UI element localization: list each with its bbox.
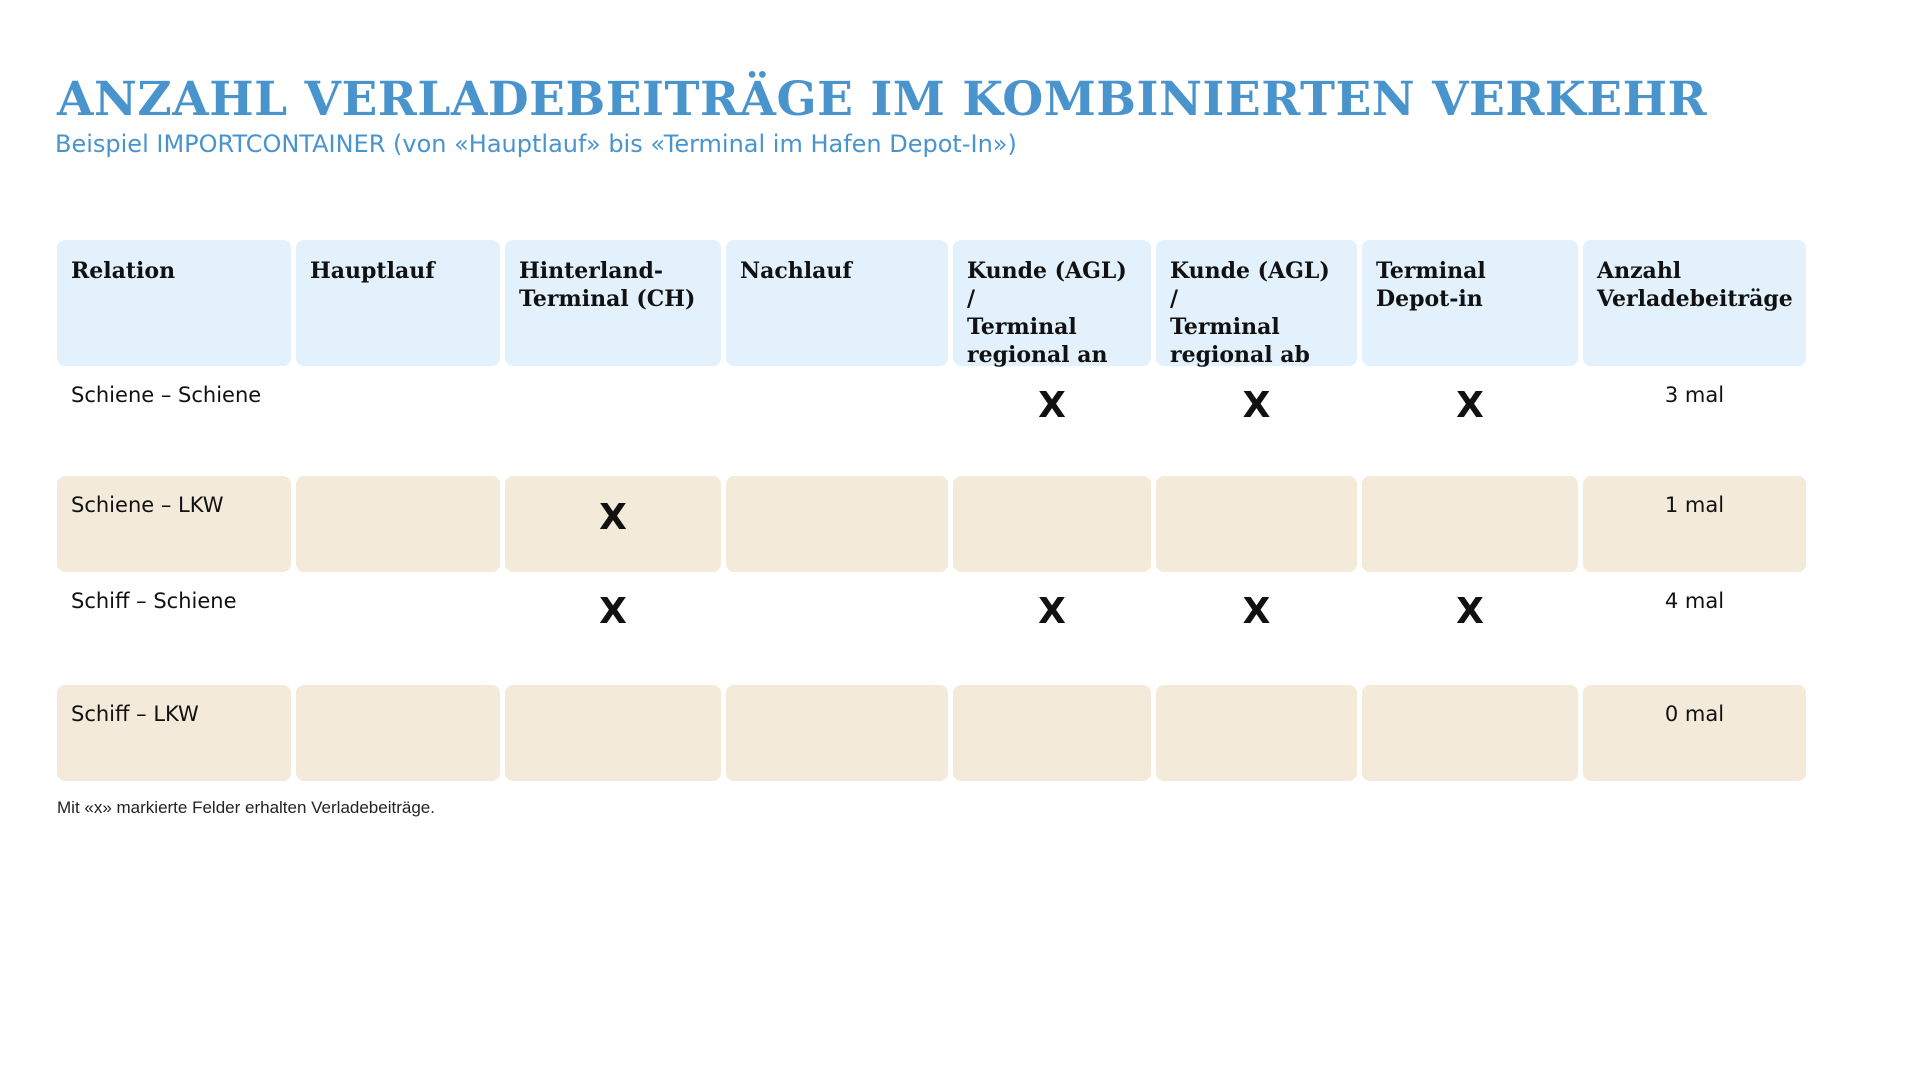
mark-cell xyxy=(726,476,948,572)
mark-cell xyxy=(296,476,500,572)
mark-cell: X xyxy=(599,591,627,632)
mark-cell: X xyxy=(1456,385,1484,426)
mark-cell xyxy=(726,685,948,781)
page-title: ANZAHL VERLADEBEITRÄGE IM KOMBINIERTEN V… xyxy=(57,72,1708,127)
column-header-nachlauf: Nachlauf xyxy=(726,240,948,366)
mark-cell: X xyxy=(505,476,721,572)
relation-cell: Schiene – LKW xyxy=(57,476,291,572)
count-cell: 1 mal xyxy=(1583,476,1806,572)
mark-cell xyxy=(1362,685,1578,781)
page-subtitle: Beispiel IMPORTCONTAINER (von «Hauptlauf… xyxy=(55,130,1017,158)
column-header-kunde-terminal-ab: Kunde (AGL) / Terminal regional ab xyxy=(1156,240,1357,368)
mark-cell: X xyxy=(1242,591,1271,632)
mark-cell xyxy=(296,685,500,781)
mark-cell xyxy=(296,572,500,685)
relation-cell: Schiff – LKW xyxy=(57,685,291,781)
mark-cell: X xyxy=(1038,385,1066,426)
column-header-kunde-terminal-an: Kunde (AGL) / Terminal regional an xyxy=(953,240,1151,368)
mark-cell xyxy=(726,366,948,476)
mark-cell: X xyxy=(1038,591,1066,632)
count-cell: 4 mal xyxy=(1664,589,1725,613)
mark-cell xyxy=(953,476,1151,572)
mark-cell xyxy=(505,685,721,781)
column-header-hauptlauf: Hauptlauf xyxy=(296,240,500,366)
mark-cell xyxy=(1156,685,1357,781)
mark-cell xyxy=(1156,476,1357,572)
column-header-anzahl: Anzahl Verladebeiträge xyxy=(1583,240,1806,366)
column-header-relation: Relation xyxy=(57,240,291,366)
mark-cell: X xyxy=(1456,591,1484,632)
mark-cell xyxy=(726,572,948,685)
mark-cell xyxy=(953,685,1151,781)
column-header-terminal-depot-in: Terminal Depot-in xyxy=(1362,240,1578,366)
relation-cell: Schiene – Schiene xyxy=(71,383,262,407)
loading-contribution-table: Relation Hauptlauf Hinterland- Terminal … xyxy=(57,240,1806,781)
mark-cell xyxy=(296,366,500,476)
column-header-hinterland-terminal: Hinterland- Terminal (CH) xyxy=(505,240,721,366)
footnote: Mit «x» markierte Felder erhalten Verlad… xyxy=(57,798,435,817)
count-cell: 0 mal xyxy=(1583,685,1806,781)
count-cell: 3 mal xyxy=(1664,383,1725,407)
relation-cell: Schiff – Schiene xyxy=(71,589,237,613)
mark-cell: X xyxy=(1242,385,1271,426)
mark-cell xyxy=(1362,476,1578,572)
mark-cell xyxy=(505,366,721,476)
